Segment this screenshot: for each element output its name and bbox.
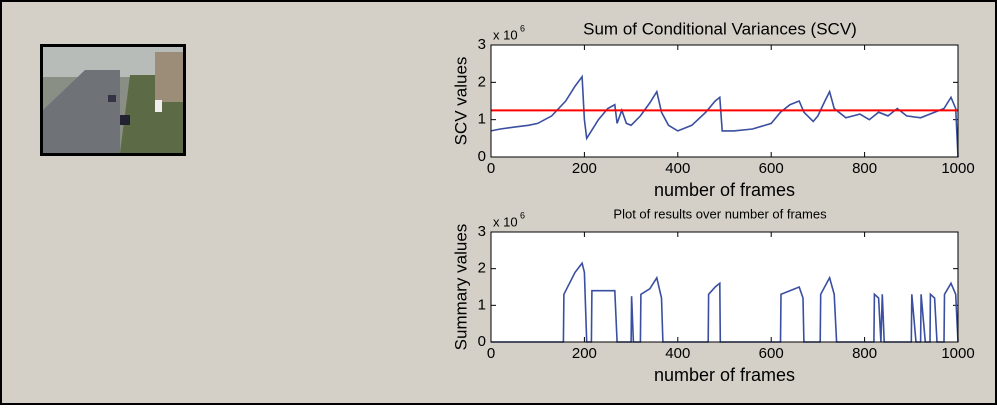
x-tick-label: 600	[759, 345, 784, 362]
x-axis-label: number of frames	[654, 365, 795, 385]
axes-box	[490, 44, 959, 158]
y-tick-label: 2	[478, 73, 486, 90]
axes-background	[491, 232, 958, 342]
y-tick-label: 2	[478, 260, 486, 277]
axes-background	[491, 45, 958, 157]
data-line	[491, 261, 959, 343]
x-tick-label: 1000	[941, 345, 974, 362]
x-tick-label: 0	[487, 160, 495, 177]
x-tick-label: 800	[852, 345, 877, 362]
x-tick-label: 600	[759, 160, 784, 177]
x-tick-label: 0	[487, 345, 495, 362]
x-tick-label: 1000	[941, 160, 974, 177]
x-tick-label: 800	[852, 160, 877, 177]
y-tick-label: 1	[478, 296, 486, 313]
y-tick-label: 3	[478, 223, 486, 240]
chart-title: Sum of Conditional Variances (SCV)	[583, 19, 857, 38]
video-thumbnail	[40, 44, 186, 156]
y-scale-base: x 10	[493, 27, 518, 42]
y-tick-label: 0	[478, 148, 486, 165]
y-tick-label: 1	[478, 111, 486, 128]
chart-title: Plot of results over number of frames	[613, 206, 827, 221]
y-axis-label: SCV values	[451, 57, 470, 146]
x-tick-label: 400	[665, 345, 690, 362]
x-axis-label: number of frames	[654, 180, 795, 200]
y-axis-label: Summary values	[451, 224, 470, 351]
y-tick-label: 0	[478, 333, 486, 350]
x-tick-label: 200	[572, 345, 597, 362]
x-tick-label: 400	[665, 160, 690, 177]
axes-box	[490, 231, 959, 343]
y-scale-exponent: 6	[520, 210, 525, 220]
x-tick-label: 200	[572, 160, 597, 177]
data-line	[490, 74, 959, 158]
y-scale-exponent: 6	[520, 23, 525, 33]
y-scale-base: x 10	[493, 214, 518, 229]
y-tick-label: 3	[478, 36, 486, 53]
